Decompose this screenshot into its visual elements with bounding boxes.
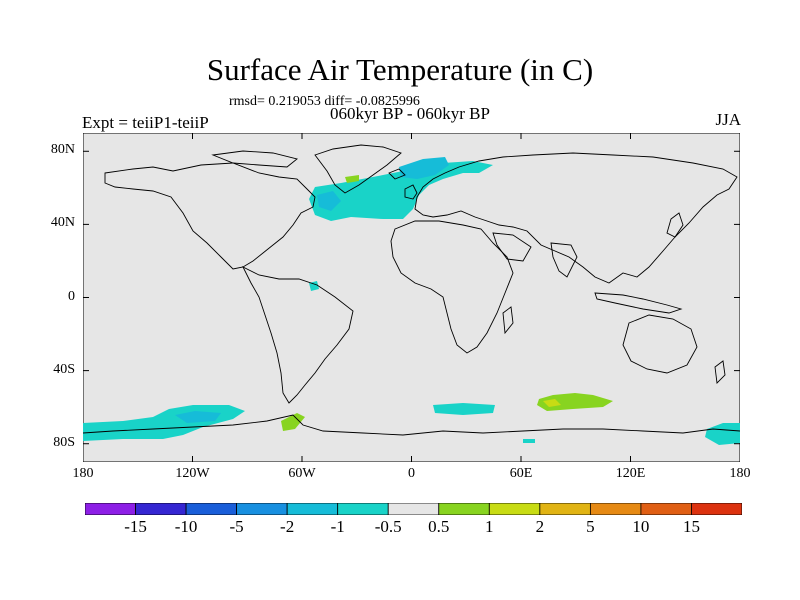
lon-tick-label: 60W bbox=[288, 466, 316, 481]
colorbar bbox=[85, 503, 742, 515]
colorbar-label: 5 bbox=[586, 517, 595, 536]
lat-tick-label: 0 bbox=[68, 288, 75, 304]
anomaly-labrador bbox=[317, 191, 341, 211]
anomaly-indian-ocean-warm-core bbox=[543, 399, 561, 407]
colorbar-label: 2 bbox=[535, 517, 545, 536]
coast-new-zealand bbox=[714, 360, 726, 384]
colorbar-label: -1 bbox=[330, 517, 345, 536]
anomaly-scotia-sea bbox=[523, 439, 535, 443]
coast-arabia bbox=[492, 232, 532, 262]
colorbar-label: 0.5 bbox=[428, 517, 450, 536]
coast-greenland bbox=[314, 144, 402, 194]
coast-antarctica bbox=[83, 414, 740, 436]
lon-tick-label: 60E bbox=[509, 466, 533, 481]
colorbar-swatch bbox=[589, 503, 642, 515]
anomaly-ross-sea bbox=[705, 423, 740, 445]
coastlines bbox=[83, 144, 740, 436]
coast-india bbox=[550, 242, 578, 278]
coast-africa bbox=[390, 220, 514, 354]
colorbar-label: 10 bbox=[632, 517, 650, 536]
lon-tick-label: 120W bbox=[175, 466, 210, 481]
colorbar-swatch bbox=[438, 503, 490, 515]
coast-british-isles bbox=[404, 184, 418, 200]
colorbar-label: -5 bbox=[229, 517, 244, 536]
season-label: JJA bbox=[715, 110, 741, 129]
colorbar-label: -2 bbox=[280, 517, 295, 536]
colorbar-swatch bbox=[387, 503, 440, 515]
coast-arctic-islands bbox=[211, 150, 298, 168]
colorbar-swatch bbox=[488, 503, 541, 515]
anomaly-south-atlantic bbox=[433, 403, 495, 415]
coast-madagascar bbox=[502, 306, 514, 335]
anomaly-antarctic-peninsula bbox=[281, 413, 305, 431]
stats-line: rmsd= 0.219053 diff= -0.0825996 bbox=[229, 94, 420, 109]
lat-tick-label: 80S bbox=[53, 434, 75, 450]
lon-tick-label: 180 bbox=[729, 466, 751, 481]
anomaly-north-atlantic bbox=[309, 161, 493, 221]
coast-australia bbox=[622, 314, 698, 374]
lon-tick-label: 0 bbox=[408, 466, 415, 481]
world-map bbox=[83, 133, 740, 462]
colorbar-label: -0.5 bbox=[374, 517, 402, 536]
colorbar-swatch bbox=[539, 503, 591, 515]
colorbar-label: 15 bbox=[682, 517, 700, 536]
coast-iceland bbox=[388, 168, 406, 180]
coast-indonesia bbox=[594, 292, 683, 314]
lon-tick-label: 120E bbox=[615, 466, 646, 481]
experiment-label: Expt = teiiP1-teiiP bbox=[82, 113, 209, 132]
period-label: 060kyr BP - 060kyr BP bbox=[330, 104, 490, 123]
colorbar-swatch bbox=[337, 503, 389, 515]
anomaly-greenland-sea-warm bbox=[345, 175, 359, 183]
colorbar-swatch bbox=[691, 503, 742, 515]
colorbar-swatch bbox=[85, 503, 136, 515]
lat-tick-label: 40N bbox=[50, 215, 75, 231]
colorbar-swatch bbox=[236, 503, 288, 515]
colorbar-label: -15 bbox=[124, 517, 147, 536]
coast-eurasia bbox=[414, 152, 738, 284]
anomaly-norwegian-sea bbox=[399, 157, 449, 179]
colorbar-label: -10 bbox=[174, 517, 198, 536]
coast-south-america bbox=[241, 265, 354, 404]
coast-japan bbox=[666, 212, 684, 238]
colorbar-swatch bbox=[185, 503, 238, 515]
chart-title: Surface Air Temperature (in C) bbox=[206, 52, 594, 87]
lon-tick-label: 180 bbox=[72, 466, 94, 481]
lat-tick-label: 40S bbox=[53, 361, 75, 377]
anomaly-fields bbox=[83, 157, 740, 445]
lat-tick-label: 80N bbox=[50, 142, 75, 158]
anomaly-south-pacific-inner bbox=[175, 411, 221, 423]
colorbar-label: 1 bbox=[485, 517, 494, 536]
colorbar-swatch bbox=[640, 503, 692, 515]
coast-north-america bbox=[104, 162, 316, 270]
anomaly-indian-ocean-warm bbox=[537, 393, 613, 411]
colorbar-swatch bbox=[135, 503, 187, 515]
colorbar-swatch bbox=[286, 503, 339, 515]
